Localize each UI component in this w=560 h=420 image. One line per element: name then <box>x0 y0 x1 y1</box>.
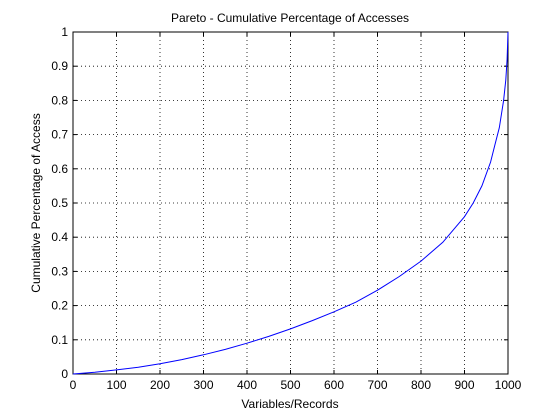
x-tick-label: 1000 <box>495 378 522 392</box>
x-tick-label: 200 <box>150 378 170 392</box>
y-tick-label: 0.8 <box>51 93 68 107</box>
x-tick-labels: 0 100 200 300 400 500 600 700 800 900 1000 <box>70 378 522 392</box>
grid-lines <box>73 32 508 374</box>
y-tick-label: 0.9 <box>51 59 68 73</box>
x-tick-label: 100 <box>106 378 126 392</box>
x-tick-label: 700 <box>367 378 387 392</box>
x-tick-label: 500 <box>280 378 300 392</box>
x-tick-label: 400 <box>237 378 257 392</box>
y-axis-label: Cumulative Percentage of Access <box>29 113 43 292</box>
y-tick-label: 0 <box>61 367 68 381</box>
x-tick-label: 800 <box>411 378 431 392</box>
y-tick-label: 0.3 <box>51 264 68 278</box>
y-tick-label: 0.5 <box>51 196 68 210</box>
x-tick-label: 300 <box>193 378 213 392</box>
y-tick-label: 0.4 <box>51 230 68 244</box>
series-line-cumulative <box>72 31 509 375</box>
y-tick-label: 0.7 <box>51 128 68 142</box>
axis-ticks <box>72 31 509 375</box>
y-tick-label: 0.1 <box>51 333 68 347</box>
plot-frame <box>72 31 509 375</box>
y-tick-label: 1 <box>61 25 68 39</box>
y-tick-label: 0.6 <box>51 162 68 176</box>
y-tick-label: 0.2 <box>51 299 68 313</box>
x-tick-label: 0 <box>70 378 77 392</box>
y-tick-labels: 0 0.1 0.2 0.3 0.4 0.5 0.6 0.7 0.8 0.9 1 <box>51 25 68 381</box>
x-axis-label: Variables/Records <box>241 397 338 411</box>
chart-title: Pareto - Cumulative Percentage of Access… <box>171 11 409 25</box>
x-tick-label: 900 <box>454 378 474 392</box>
x-tick-label: 600 <box>324 378 344 392</box>
